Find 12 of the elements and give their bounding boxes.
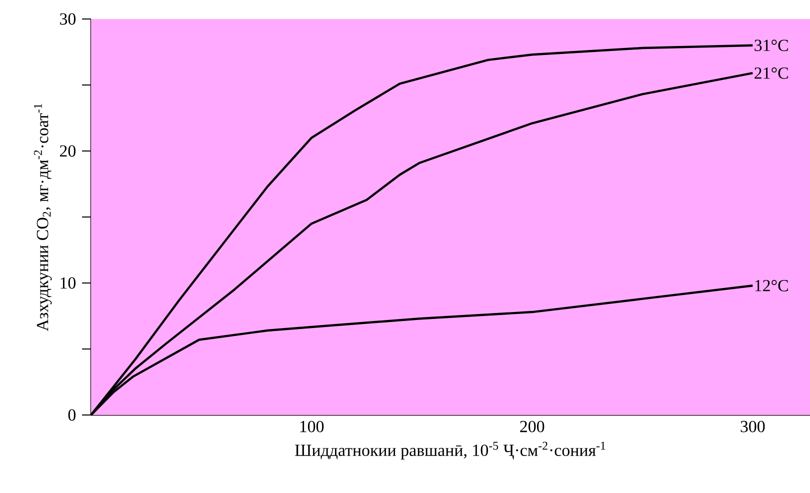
x-tick-label: 300 [740, 420, 765, 432]
y-tick-label: 0 [68, 409, 76, 421]
x-tick-label: 100 [300, 420, 324, 432]
x-axis-title: Шиддатнокии равшанӣ, 10$^{-5}$ Ҷ·см$^{-2}$·сония$^{-1}$ [295, 442, 606, 460]
y-tick-label: 10 [60, 277, 76, 289]
series-label: 12°C [755, 280, 788, 292]
series-label: 31°C [754, 40, 788, 52]
x-tick-label: 200 [520, 420, 544, 432]
series-label: 21°C [754, 67, 788, 79]
y-tick-label: 20 [60, 145, 76, 157]
y-axis-title: Азхудкунии CO$_{2}$, мг·дм$^{-2}$·соат$^{-1}$ [34, 104, 52, 332]
y-tick-label: 30 [60, 13, 76, 25]
